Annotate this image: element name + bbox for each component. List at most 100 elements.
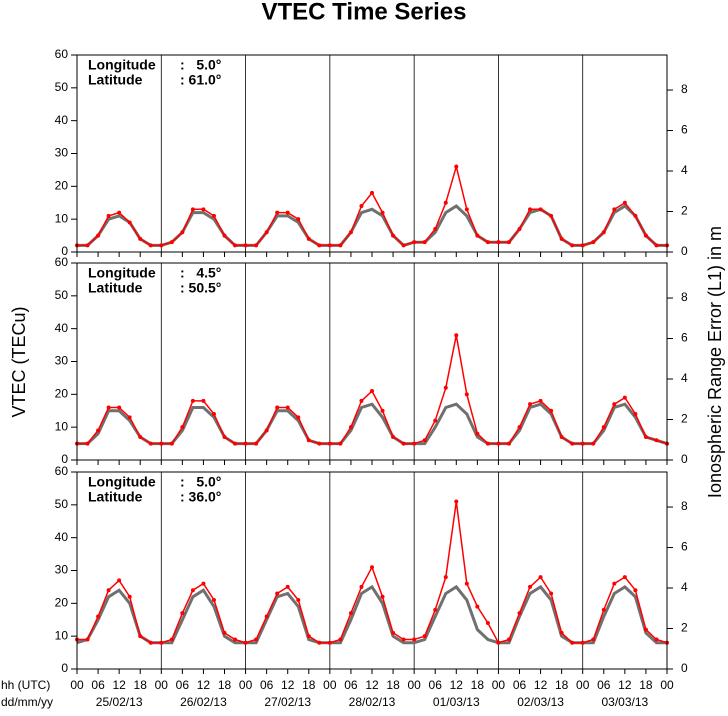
data-point [138, 634, 143, 639]
data-point [380, 594, 385, 599]
series-line [77, 204, 667, 248]
data-point [296, 598, 301, 603]
data-point [222, 630, 227, 635]
data-point [622, 575, 627, 580]
data-point [117, 210, 122, 215]
data-point [348, 425, 353, 430]
data-point [380, 210, 385, 215]
data-point [180, 611, 185, 616]
data-point [506, 441, 511, 446]
y2-tick-label: 0 [681, 244, 688, 258]
data-point [275, 591, 280, 596]
chart-title: VTEC Time Series [262, 0, 467, 25]
data-point [591, 240, 596, 245]
data-point [443, 385, 448, 390]
data-point [243, 441, 248, 446]
data-point [233, 243, 238, 248]
data-point [412, 240, 417, 245]
annotation-value: : 5.0° [180, 474, 221, 490]
x-tick-label: 12 [112, 678, 126, 692]
data-point [169, 441, 174, 446]
data-point [201, 398, 206, 403]
data-point [275, 405, 280, 410]
x-axis-label: hh (UTC) [1, 678, 50, 692]
y-axis-label: VTEC (TECu) [9, 306, 29, 417]
data-point [485, 240, 490, 245]
data-point [106, 213, 111, 218]
y2-axis-label: Ionospheric Range Error (L1) in m [705, 226, 725, 498]
data-point [348, 611, 353, 616]
y-tick-label: 30 [55, 563, 69, 577]
plot-frame [76, 54, 668, 253]
x-tick-label: 06 [91, 678, 105, 692]
data-point [285, 210, 290, 215]
data-point [654, 243, 659, 248]
series-line [76, 584, 667, 645]
data-point [580, 441, 585, 446]
data-point [148, 243, 153, 248]
data-point [317, 243, 322, 248]
y-tick-label: 60 [55, 47, 69, 61]
data-point [643, 627, 648, 632]
data-point [127, 220, 132, 225]
data-point [138, 236, 143, 241]
data-point [517, 227, 522, 232]
data-point [169, 637, 174, 642]
x-tick-label: 12 [534, 678, 548, 692]
data-point [433, 418, 438, 423]
data-point [85, 637, 90, 642]
data-point [591, 441, 596, 446]
data-point [391, 233, 396, 238]
x-tick-label: 06 [513, 678, 527, 692]
data-point [211, 213, 216, 218]
data-point [138, 435, 143, 440]
x-tick-label: 12 [450, 678, 464, 692]
series-line [77, 402, 668, 446]
data-point [370, 389, 374, 394]
annotation-value: : 36.0° [180, 489, 221, 505]
y-tick-label: 10 [55, 211, 69, 225]
data-point [85, 243, 90, 248]
data-point [233, 637, 238, 642]
data-point [643, 435, 648, 440]
data-point [338, 441, 343, 446]
data-point [549, 408, 554, 413]
data-point [348, 230, 353, 235]
data-point [306, 236, 311, 241]
y-tick-label: 50 [55, 497, 69, 511]
data-point [464, 392, 469, 397]
data-point [506, 637, 511, 642]
annotation-value: : 4.5° [180, 265, 221, 281]
data-point [401, 441, 406, 446]
data-point [180, 230, 185, 235]
data-point [254, 243, 259, 248]
x-tick-label: 00 [323, 678, 337, 692]
data-point [654, 438, 659, 443]
data-point [148, 441, 153, 446]
data-point [264, 614, 269, 619]
x-tick-label: 12 [365, 678, 379, 692]
y-tick-label: 10 [55, 628, 69, 642]
data-point [359, 398, 364, 403]
data-point [306, 634, 311, 639]
y2-tick-label: 8 [681, 499, 688, 513]
data-point [422, 634, 427, 639]
data-point [222, 233, 227, 238]
data-point [528, 584, 533, 589]
data-point [433, 227, 438, 232]
x-day-label: 03/03/13 [601, 695, 648, 709]
data-point [591, 637, 596, 642]
y-tick-label: 0 [61, 452, 68, 466]
data-point [285, 584, 290, 589]
y-tick-label: 30 [55, 146, 69, 160]
x-tick-label: 12 [618, 678, 632, 692]
data-point [380, 408, 385, 413]
y-tick-label: 40 [55, 113, 69, 127]
y-tick-label: 60 [55, 464, 69, 478]
data-point [190, 207, 195, 212]
x-tick-label: 06 [344, 678, 358, 692]
y2-tick-label: 6 [681, 123, 688, 137]
y-tick-label: 0 [61, 661, 68, 675]
data-point [401, 637, 406, 642]
y2-tick-label: 8 [681, 290, 688, 304]
